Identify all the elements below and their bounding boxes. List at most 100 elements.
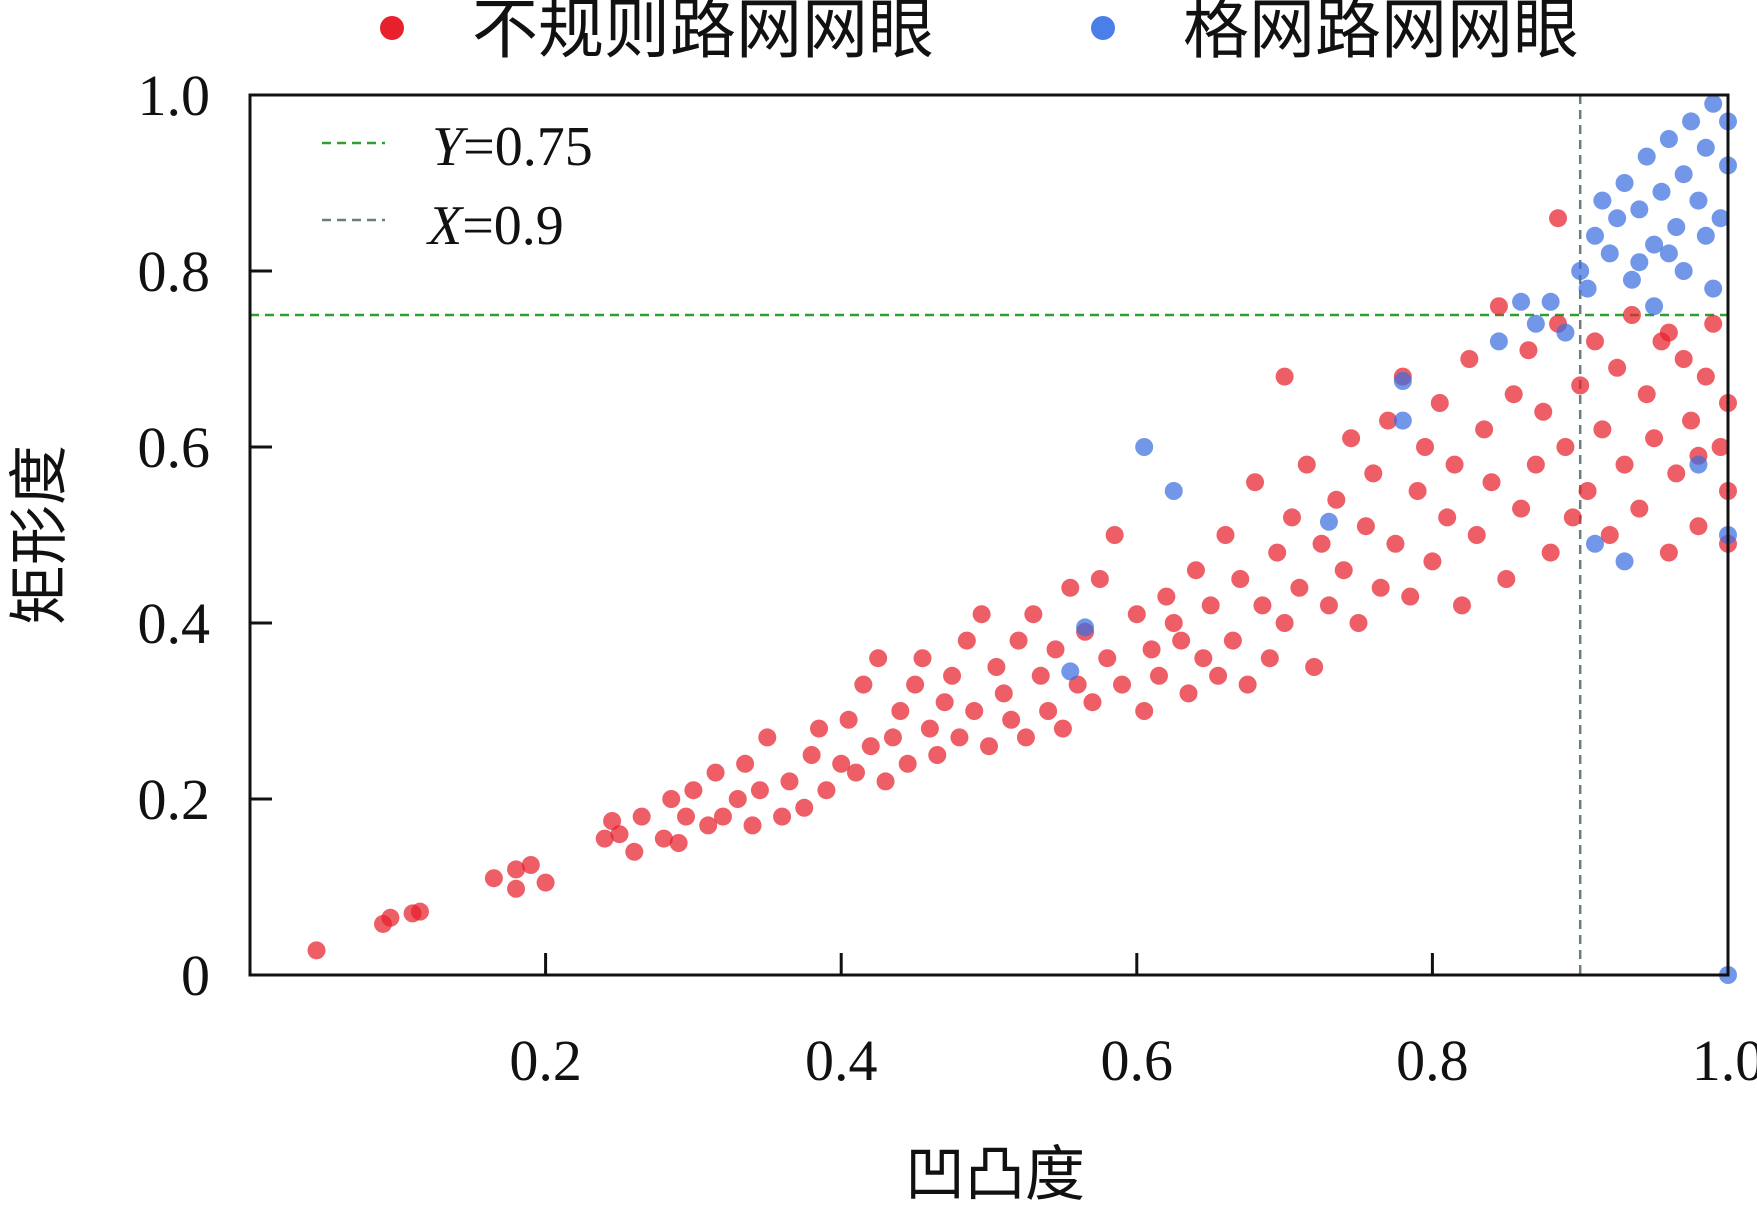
point-irregular xyxy=(1046,640,1065,659)
point-irregular xyxy=(1489,297,1508,316)
point-grid xyxy=(1076,618,1095,637)
point-irregular xyxy=(1541,543,1560,562)
point-irregular xyxy=(1556,438,1575,456)
y-axis-title: 矩形度 xyxy=(5,445,75,625)
point-irregular xyxy=(987,658,1006,676)
point-irregular xyxy=(935,693,954,712)
point-grid xyxy=(1393,372,1412,390)
point-irregular xyxy=(662,790,681,808)
point-irregular xyxy=(1127,605,1146,624)
point-irregular xyxy=(1194,649,1213,668)
point-irregular xyxy=(1260,649,1279,668)
point-grid xyxy=(1689,455,1708,474)
point-grid xyxy=(1674,262,1693,280)
point-grid xyxy=(1615,174,1634,192)
y-tick-label: 1.0 xyxy=(138,63,211,128)
point-irregular xyxy=(1475,420,1494,439)
y-tick-label: 0.8 xyxy=(138,239,211,304)
point-irregular xyxy=(1593,420,1612,439)
point-irregular xyxy=(906,675,925,694)
point-grid xyxy=(1319,512,1338,531)
point-irregular xyxy=(1682,411,1701,430)
point-grid xyxy=(1696,226,1715,245)
point-irregular xyxy=(810,719,829,738)
point-irregular xyxy=(1637,385,1656,404)
point-irregular xyxy=(1364,464,1383,483)
point-irregular xyxy=(1445,455,1464,474)
point-irregular xyxy=(410,902,429,921)
point-irregular xyxy=(1452,596,1471,615)
point-irregular xyxy=(1371,578,1390,597)
x-tick-label: 0.4 xyxy=(805,1028,878,1093)
point-irregular xyxy=(1186,561,1205,580)
point-irregular xyxy=(1319,596,1338,615)
ref-legend-value-y: =0.75 xyxy=(463,116,593,178)
point-irregular xyxy=(1467,526,1486,544)
point-grid xyxy=(1585,226,1604,245)
point-grid xyxy=(1704,94,1723,113)
point-grid xyxy=(1630,253,1649,272)
legend-label-irregular: 不规则路网网眼 xyxy=(472,0,934,68)
point-irregular xyxy=(1512,499,1531,518)
point-irregular xyxy=(1497,570,1516,588)
point-irregular xyxy=(1401,587,1420,606)
point-irregular xyxy=(1674,350,1693,368)
y-tick-label: 0.2 xyxy=(138,767,211,832)
point-grid xyxy=(1541,292,1560,311)
point-irregular xyxy=(1438,508,1457,527)
point-irregular xyxy=(1534,402,1553,421)
point-irregular xyxy=(1659,543,1678,562)
point-irregular xyxy=(869,649,888,668)
point-irregular xyxy=(994,684,1013,703)
point-irregular xyxy=(883,728,902,747)
point-irregular xyxy=(1408,482,1427,500)
point-irregular xyxy=(610,825,629,844)
point-grid xyxy=(1645,235,1664,254)
point-grid xyxy=(1704,279,1723,298)
point-irregular xyxy=(1416,438,1435,456)
point-grid xyxy=(1667,218,1686,236)
point-irregular xyxy=(898,754,917,773)
point-irregular xyxy=(1659,323,1678,342)
legend-label-grid: 格网路网网眼 xyxy=(1183,0,1579,68)
point-irregular xyxy=(1031,666,1050,685)
point-irregular xyxy=(1482,473,1501,492)
point-irregular xyxy=(603,812,622,830)
point-grid xyxy=(1571,262,1590,280)
point-irregular xyxy=(795,798,814,817)
point-irregular xyxy=(1342,429,1361,448)
point-grid xyxy=(1593,191,1612,210)
y-tick-label: 0 xyxy=(181,943,210,1008)
point-irregular xyxy=(839,710,858,729)
point-irregular xyxy=(1164,614,1183,632)
y-tick-label: 0.6 xyxy=(138,415,211,480)
point-irregular xyxy=(1622,306,1641,324)
point-irregular xyxy=(706,763,725,782)
point-grid xyxy=(1526,314,1545,333)
point-irregular xyxy=(1327,490,1346,509)
point-irregular xyxy=(950,728,969,747)
point-irregular xyxy=(1600,526,1619,544)
point-grid xyxy=(1659,130,1678,148)
point-irregular xyxy=(1275,614,1294,632)
point-irregular xyxy=(1238,675,1257,694)
point-irregular xyxy=(876,772,895,791)
point-irregular xyxy=(891,702,910,720)
point-grid xyxy=(1578,279,1597,298)
point-irregular xyxy=(1223,631,1242,650)
point-irregular xyxy=(750,781,769,800)
point-grid xyxy=(1615,552,1634,571)
point-irregular xyxy=(1549,209,1568,228)
point-grid xyxy=(1630,200,1649,219)
point-irregular xyxy=(913,649,932,668)
point-irregular xyxy=(1571,376,1590,395)
point-grid xyxy=(1556,323,1575,342)
legend-marker-irregular xyxy=(380,16,404,40)
point-irregular xyxy=(1696,367,1715,386)
reference-lines xyxy=(250,95,1728,975)
point-irregular xyxy=(1098,649,1117,668)
point-irregular xyxy=(1009,631,1028,650)
point-irregular xyxy=(1172,631,1191,650)
point-grid xyxy=(1696,138,1715,157)
